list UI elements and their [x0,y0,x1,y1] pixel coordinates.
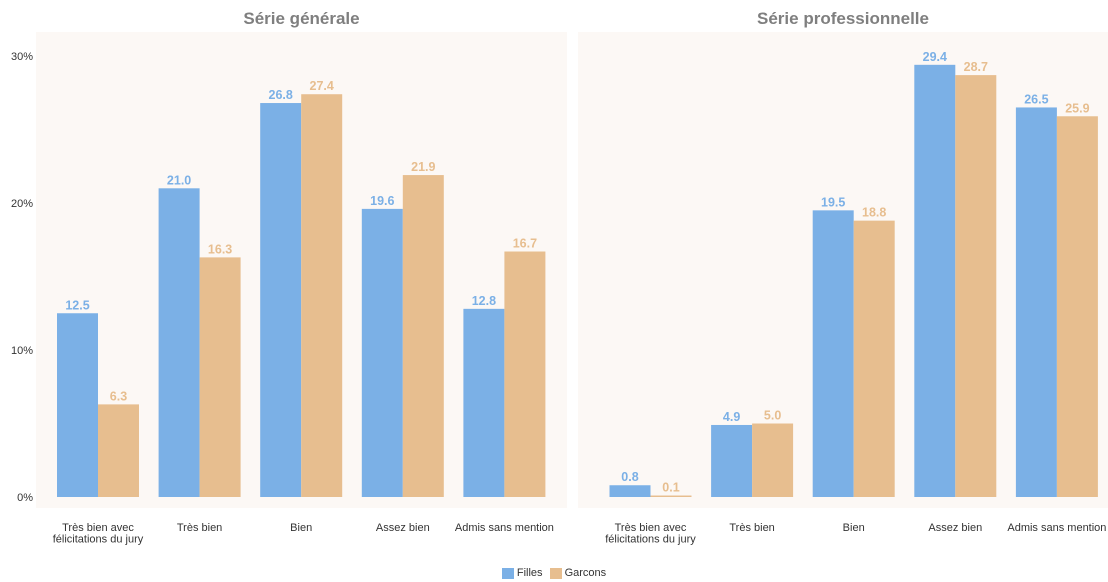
bar-garcons [752,423,794,497]
x-tick-label: Admis sans mention [1007,522,1106,534]
legend-swatch-filles [501,567,514,579]
bar-filles [361,208,403,497]
value-label-filles: 0.8 [621,470,638,484]
y-tick-label: 20% [11,198,33,210]
bar-garcons [650,495,692,497]
value-label-garcons: 27.4 [310,79,334,93]
y-tick-label: 10% [11,345,33,357]
legend-swatch-garcons [549,567,562,579]
bar-garcons [98,404,139,497]
y-tick-label: 30% [11,51,33,63]
bar-filles [812,210,854,497]
x-tick-label: Très bien avec [62,522,134,534]
value-label-filles: 19.5 [821,195,845,209]
value-label-garcons: 5.0 [764,409,781,423]
bar-filles [463,308,505,497]
bar-filles [1015,107,1057,497]
legend-item-garcons: Garcons [549,567,607,579]
x-tick-label: félicitations du jury [53,534,144,546]
bar-filles [914,64,956,497]
value-label-filles: 19.6 [370,194,394,208]
value-label-garcons: 25.9 [1065,101,1089,115]
value-label-garcons: 21.9 [411,160,435,174]
x-tick-label: Admis sans mention [455,522,554,534]
value-label-garcons: 6.3 [110,389,127,403]
panel-title: Série générale [243,9,359,28]
x-tick-label: Assez bien [376,522,430,534]
y-tick-label: 0% [17,492,33,504]
value-label-filles: 26.8 [269,88,293,102]
bar-filles [260,103,302,497]
panel-title: Série professionnelle [757,9,929,28]
value-label-filles: 29.4 [923,50,947,64]
value-label-garcons: 16.3 [208,242,232,256]
value-label-garcons: 16.7 [513,237,537,251]
bar-filles [609,485,651,497]
x-tick-label: Très bien [729,522,774,534]
value-label-garcons: 18.8 [862,206,886,220]
bar-garcons [955,75,997,498]
bar-garcons [402,175,444,497]
x-tick-label: Assez bien [928,522,982,534]
bar-garcons [1056,116,1098,498]
value-label-filles: 21.0 [167,173,191,187]
x-tick-label: félicitations du jury [605,534,696,546]
bar-filles [158,188,200,498]
bar-garcons [199,257,241,497]
x-tick-label: Bien [290,522,312,534]
value-label-filles: 4.9 [723,410,740,424]
value-label-filles: 26.5 [1024,92,1048,106]
x-tick-label: Très bien avec [615,522,687,534]
bar-filles [57,313,98,497]
legend-label-garcons: Garcons [564,567,607,579]
chart: 0% 10% 20% 30% Série générale 12.5 6.3 Très bie… [11,9,1108,546]
x-tick-label: Bien [843,522,865,534]
value-label-garcons: 0.1 [662,481,679,495]
legend-label-filles: Filles [516,567,543,579]
value-label-garcons: 28.7 [964,60,988,74]
x-tick-label: Très bien [177,522,222,534]
legend-item-filles: Filles [501,567,543,579]
bar-garcons [853,220,895,497]
value-label-filles: 12.5 [65,298,89,312]
legend: Filles Garcons [0,567,1108,582]
bar-garcons [301,94,343,497]
value-label-filles: 12.8 [472,294,496,308]
bar-garcons [504,251,546,497]
bar-filles [711,424,753,497]
